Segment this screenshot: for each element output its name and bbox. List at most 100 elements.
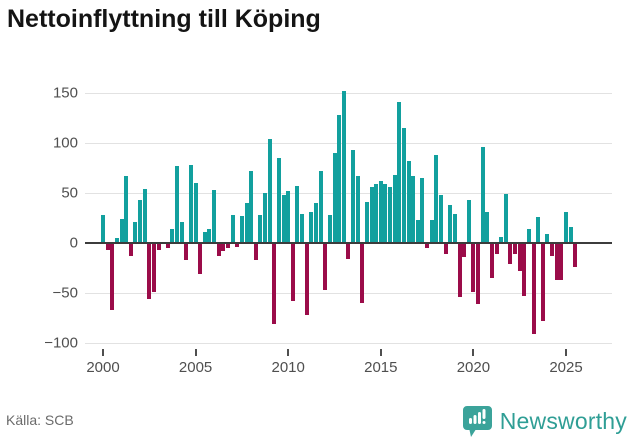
bar — [378, 181, 383, 243]
bar — [198, 244, 203, 274]
bar — [142, 189, 147, 243]
bar — [258, 215, 263, 243]
bar — [304, 244, 309, 315]
bar — [235, 244, 240, 247]
bar — [443, 244, 448, 254]
bar — [392, 175, 397, 243]
bar — [513, 244, 518, 254]
bar — [105, 244, 110, 250]
bar — [476, 244, 481, 304]
newsworthy-badge-icon — [462, 406, 492, 437]
bar — [522, 244, 527, 296]
bar — [420, 178, 425, 243]
bar — [253, 244, 258, 260]
bar — [110, 244, 115, 310]
bar — [531, 244, 536, 334]
bar — [364, 202, 369, 243]
x-axis-label: 2025 — [549, 359, 583, 376]
bar — [494, 244, 499, 254]
bar — [503, 194, 508, 243]
bar — [457, 244, 462, 297]
bar — [489, 244, 494, 278]
bar — [346, 244, 351, 259]
bar — [434, 155, 439, 243]
y-axis-label: −100 — [44, 334, 78, 352]
chart-title: Nettoinflyttning till Köping — [7, 5, 321, 33]
x-axis-label: 2020 — [456, 359, 491, 376]
bar — [401, 128, 406, 243]
bar — [207, 229, 212, 243]
bar — [124, 176, 129, 243]
x-axis-label: 2005 — [178, 359, 213, 376]
x-axis-tick — [194, 349, 197, 356]
bar — [226, 244, 230, 248]
bar — [276, 158, 281, 243]
bar — [438, 195, 443, 243]
bar — [388, 187, 393, 243]
y-axis-label: 50 — [61, 184, 78, 202]
bar — [550, 244, 555, 256]
bar — [462, 244, 467, 257]
bar — [517, 244, 522, 271]
bar — [564, 212, 568, 243]
bar — [471, 244, 476, 292]
bar — [568, 227, 573, 243]
bar — [212, 190, 217, 243]
newsworthy-logo: Newsworthy — [462, 405, 627, 438]
bar — [425, 244, 430, 248]
bar — [540, 244, 545, 321]
bar — [545, 234, 550, 243]
bar — [327, 215, 332, 243]
bar — [156, 244, 161, 250]
bar — [119, 219, 124, 243]
bar — [429, 220, 434, 243]
bar — [499, 237, 504, 243]
x-axis-label: 2015 — [364, 359, 398, 376]
newsworthy-wordmark: Newsworthy — [499, 408, 627, 434]
bar — [272, 244, 277, 324]
bar — [151, 244, 156, 292]
bar — [249, 171, 254, 243]
y-axis-label: 0 — [69, 234, 78, 252]
bar — [114, 238, 119, 243]
x-axis-tick — [379, 349, 382, 356]
bar — [170, 229, 175, 243]
bar — [318, 171, 323, 243]
bar — [244, 203, 249, 243]
bar — [193, 183, 198, 243]
bar — [332, 153, 337, 243]
bar — [263, 193, 268, 243]
bar — [526, 229, 531, 243]
bar — [221, 244, 226, 251]
bar — [313, 203, 318, 243]
zero-axis-line — [85, 242, 612, 244]
y-axis-label: −50 — [52, 284, 78, 302]
bar — [355, 176, 360, 243]
x-axis-tick — [102, 349, 104, 356]
y-axis-label: 150 — [52, 84, 78, 102]
grid-line — [85, 193, 612, 194]
bar — [448, 205, 453, 243]
bar — [415, 220, 420, 243]
grid-line — [85, 343, 612, 344]
bar — [374, 184, 379, 243]
source-label: Källa: SCB — [6, 412, 74, 428]
bar — [559, 244, 564, 280]
bar — [175, 166, 180, 243]
bar — [300, 214, 305, 243]
bar — [383, 184, 388, 243]
bar — [230, 215, 235, 243]
bar — [397, 102, 402, 243]
bar — [573, 244, 578, 267]
bar — [323, 244, 328, 290]
bar — [128, 244, 133, 256]
bar — [536, 217, 541, 243]
y-axis-label: 100 — [52, 134, 78, 152]
x-axis-label: 2010 — [271, 359, 305, 376]
bar — [179, 222, 184, 243]
bar — [485, 212, 490, 243]
bar — [202, 232, 207, 243]
grid-line — [85, 93, 612, 94]
bar — [281, 195, 286, 243]
